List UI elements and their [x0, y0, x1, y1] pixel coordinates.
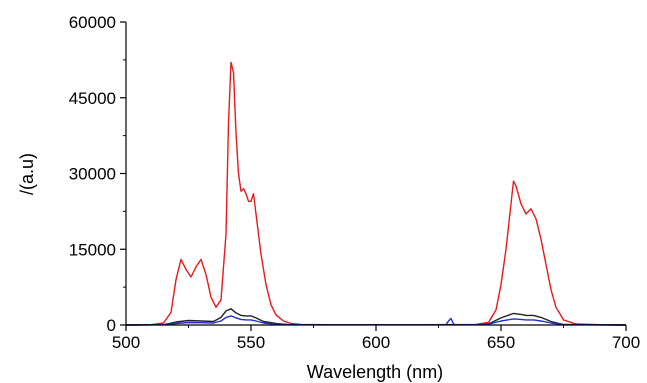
- x-tick-label: 600: [362, 333, 390, 352]
- x-tick-label: 650: [487, 333, 515, 352]
- y-tick-label: 30000: [69, 165, 116, 184]
- tick-labels: 500 550 600 650 700 0 15000 30000 45000 60000: [69, 13, 640, 352]
- x-axis-title: Wavelength (nm): [307, 362, 443, 382]
- series-line-2: [125, 308, 627, 326]
- y-tick-label: 15000: [69, 240, 116, 259]
- series-line-1: [125, 61, 627, 326]
- y-tick-label: 0: [107, 316, 116, 335]
- x-tick-label: 550: [237, 333, 265, 352]
- x-tick-label: 500: [112, 333, 140, 352]
- x-tick-label: 700: [612, 333, 640, 352]
- axes: [120, 21, 627, 331]
- y-axis-title: /(a.u): [17, 153, 37, 195]
- y-tick-label: 45000: [69, 89, 116, 108]
- y-tick-label: 60000: [69, 13, 116, 32]
